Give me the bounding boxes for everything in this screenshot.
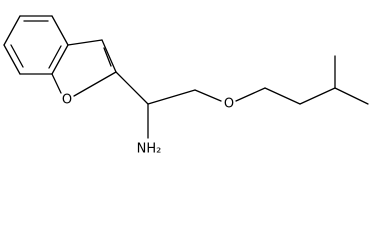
atom-label: NH₂ [137, 142, 162, 157]
bond [264, 87, 301, 105]
double-bond [10, 44, 24, 68]
bond [299, 87, 336, 105]
bond [73, 71, 117, 97]
bond [67, 39, 103, 46]
bond [115, 71, 149, 105]
atom-label: O [62, 93, 72, 108]
molecule-diagram: O NH₂ O [3, 15, 369, 157]
bonds [3, 15, 369, 139]
bond [334, 87, 369, 105]
bond [51, 73, 62, 94]
bond [147, 89, 196, 105]
bond [3, 44, 21, 75]
bond [3, 15, 21, 46]
atom-label: O [224, 97, 234, 112]
bond [235, 87, 266, 102]
double-bond [48, 45, 62, 69]
bond [51, 44, 69, 75]
double-bond [103, 47, 112, 67]
page: {"atoms": {"ring_oxygen": "O", "amine": … [3, 15, 369, 157]
bond [194, 89, 222, 102]
bond [51, 15, 69, 46]
bond [101, 39, 117, 73]
